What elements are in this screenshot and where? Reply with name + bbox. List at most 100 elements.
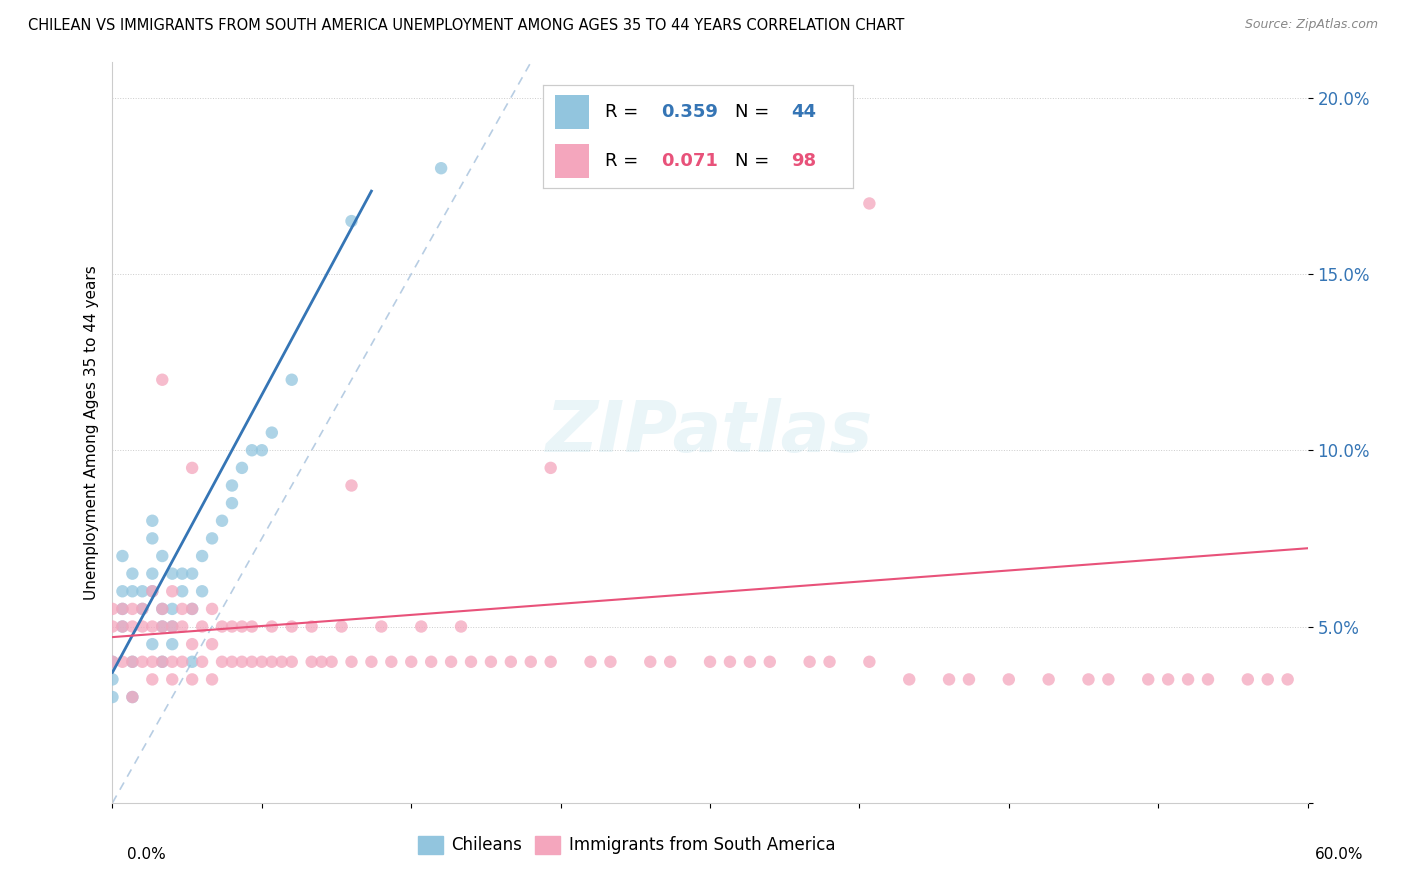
Point xyxy=(131,602,153,616)
Text: Source: ZipAtlas.com: Source: ZipAtlas.com xyxy=(1244,18,1378,31)
Point xyxy=(101,655,124,669)
Point xyxy=(150,619,173,633)
Point xyxy=(599,655,621,669)
Point xyxy=(131,584,153,599)
Point xyxy=(440,655,463,669)
Point xyxy=(240,655,263,669)
Point xyxy=(250,655,273,669)
Point xyxy=(150,619,173,633)
Point xyxy=(172,655,194,669)
Text: 60.0%: 60.0% xyxy=(1316,847,1364,863)
Point xyxy=(240,443,263,458)
Point xyxy=(201,673,224,687)
Point xyxy=(121,566,143,581)
Point xyxy=(221,655,243,669)
Point xyxy=(121,602,143,616)
Point xyxy=(181,655,204,669)
Point xyxy=(231,461,253,475)
Point xyxy=(191,549,214,563)
Point xyxy=(460,655,482,669)
Point xyxy=(201,602,224,616)
Point xyxy=(340,214,363,228)
Point xyxy=(141,655,163,669)
Point xyxy=(640,655,662,669)
Point xyxy=(659,655,682,669)
Point xyxy=(101,673,124,687)
Point xyxy=(111,619,134,633)
Point xyxy=(172,584,194,599)
Point xyxy=(162,602,183,616)
Point xyxy=(799,655,821,669)
Point xyxy=(221,496,243,510)
Point xyxy=(131,602,153,616)
Point xyxy=(150,549,173,563)
Point xyxy=(162,566,183,581)
Point xyxy=(111,584,134,599)
Point xyxy=(450,619,472,633)
Point xyxy=(181,566,204,581)
Point xyxy=(162,619,183,633)
Point xyxy=(1177,673,1199,687)
Point xyxy=(141,532,163,546)
Point xyxy=(321,655,343,669)
Text: ZIPatlas: ZIPatlas xyxy=(547,398,873,467)
Point xyxy=(1157,673,1180,687)
Point xyxy=(211,655,233,669)
Point xyxy=(172,602,194,616)
Point xyxy=(718,655,741,669)
Point xyxy=(231,619,253,633)
Point xyxy=(181,602,204,616)
Point xyxy=(818,655,841,669)
Point xyxy=(150,655,173,669)
Point xyxy=(150,373,173,387)
Point xyxy=(260,619,283,633)
Point xyxy=(111,602,134,616)
Point xyxy=(260,425,283,440)
Point xyxy=(411,619,433,633)
Point xyxy=(1097,673,1119,687)
Point xyxy=(301,619,323,633)
Point xyxy=(141,584,163,599)
Point xyxy=(162,673,183,687)
Point xyxy=(131,655,153,669)
Point xyxy=(121,655,143,669)
Point xyxy=(162,637,183,651)
Point xyxy=(1197,673,1219,687)
Point xyxy=(101,690,124,704)
Point xyxy=(121,584,143,599)
Point xyxy=(938,673,960,687)
Point xyxy=(281,373,304,387)
Point xyxy=(270,655,292,669)
Point xyxy=(201,532,224,546)
Point xyxy=(1077,673,1099,687)
Point xyxy=(191,584,214,599)
Point xyxy=(150,655,173,669)
Point xyxy=(380,655,402,669)
Point xyxy=(1038,673,1060,687)
Point xyxy=(311,655,333,669)
Point xyxy=(231,655,253,669)
Text: CHILEAN VS IMMIGRANTS FROM SOUTH AMERICA UNEMPLOYMENT AMONG AGES 35 TO 44 YEARS : CHILEAN VS IMMIGRANTS FROM SOUTH AMERICA… xyxy=(28,18,904,33)
Point xyxy=(111,549,134,563)
Point xyxy=(101,655,124,669)
Point xyxy=(520,655,543,669)
Point xyxy=(181,602,204,616)
Point xyxy=(1257,673,1279,687)
Point xyxy=(172,619,194,633)
Point xyxy=(150,602,173,616)
Point xyxy=(111,619,134,633)
Point xyxy=(340,655,363,669)
Point xyxy=(121,619,143,633)
Point xyxy=(141,619,163,633)
Y-axis label: Unemployment Among Ages 35 to 44 years: Unemployment Among Ages 35 to 44 years xyxy=(83,265,98,600)
Point xyxy=(181,673,204,687)
Point xyxy=(370,619,392,633)
Point xyxy=(998,673,1021,687)
Point xyxy=(759,655,782,669)
Point xyxy=(131,619,153,633)
Point xyxy=(141,637,163,651)
Point xyxy=(250,443,273,458)
Point xyxy=(191,619,214,633)
Point xyxy=(858,196,880,211)
Point xyxy=(101,602,124,616)
